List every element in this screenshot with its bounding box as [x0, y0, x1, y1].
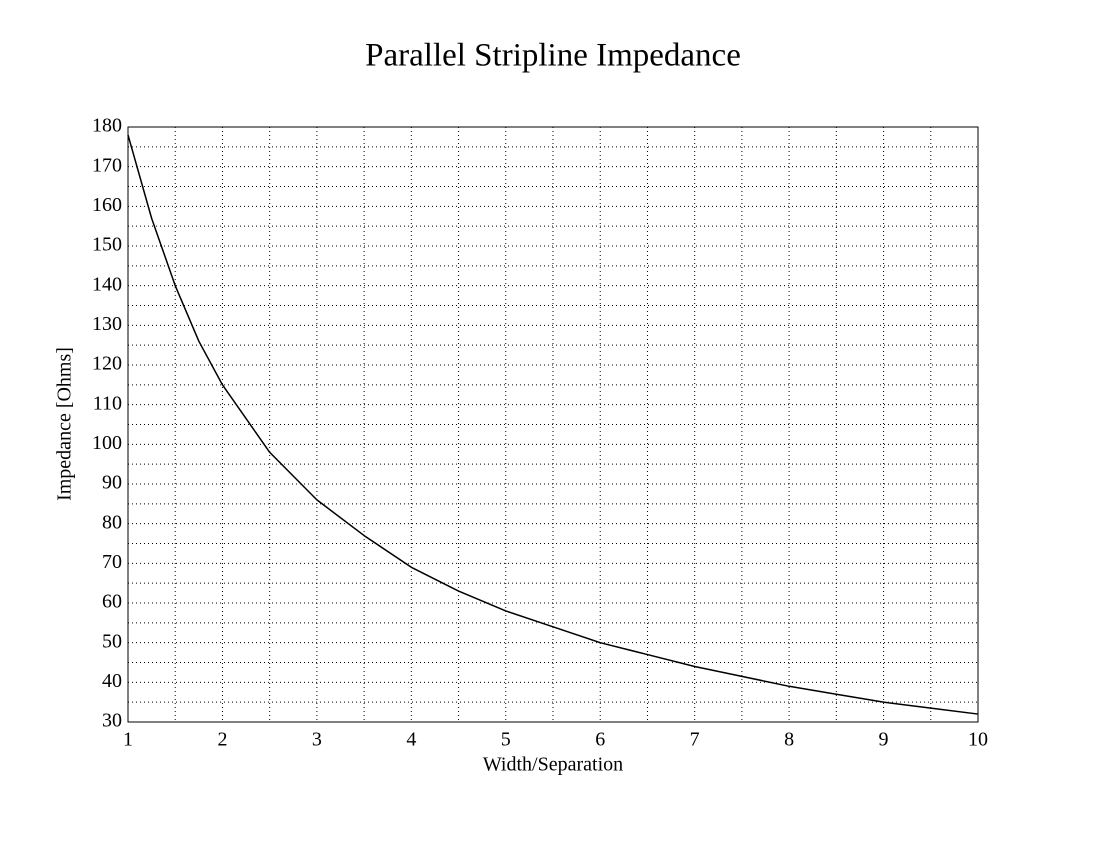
y-tick-label: 70 [102, 551, 122, 573]
plot-frame [127, 126, 979, 723]
x-tick-label: 8 [784, 729, 794, 751]
y-tick-label: 80 [102, 511, 122, 533]
y-tick-label: 60 [102, 591, 122, 613]
x-tick-label: 5 [501, 729, 511, 751]
x-tick-label: 7 [690, 729, 700, 751]
x-tick-label: 1 [123, 729, 133, 751]
x-axis-label: Width/Separation [483, 754, 623, 776]
x-tick-label: 4 [406, 729, 416, 751]
x-tick-label: 9 [879, 729, 889, 751]
chart-title: Parallel Stripline Impedance [365, 38, 741, 74]
y-tick-label: 30 [102, 710, 122, 732]
y-tick-label: 160 [92, 194, 122, 216]
y-tick-label: 150 [92, 234, 122, 256]
y-tick-label: 170 [92, 154, 122, 176]
x-tick-label: 2 [217, 729, 227, 751]
x-tick-label: 6 [595, 729, 605, 751]
y-axis-label: Impedance [Ohms] [54, 347, 76, 501]
x-tick-label: 10 [968, 729, 988, 751]
data-line [127, 134, 979, 715]
y-tick-label: 50 [102, 630, 122, 652]
y-tick-label: 40 [102, 670, 122, 692]
y-tick-label: 120 [92, 353, 122, 375]
y-tick-label: 140 [92, 273, 122, 295]
y-tick-label: 180 [92, 115, 122, 137]
y-tick-label: 110 [93, 392, 122, 414]
y-tick-label: 130 [92, 313, 122, 335]
y-tick-label: 100 [92, 432, 122, 454]
y-tick-label: 90 [102, 472, 122, 494]
x-tick-label: 3 [312, 729, 322, 751]
